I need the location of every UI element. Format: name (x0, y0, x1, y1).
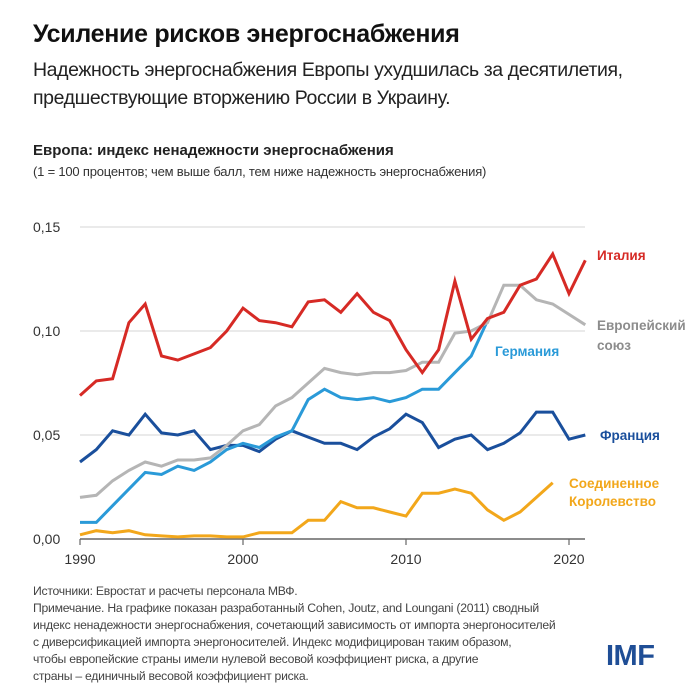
label-germany: Германия (495, 344, 559, 359)
series-line-germany (80, 319, 489, 524)
imf-logo: IMF (606, 640, 655, 672)
label-uk-line2: Королевство (569, 494, 656, 509)
page-title: Усиление рисков энергоснабжения (33, 20, 460, 48)
x-tick-label: 1990 (64, 551, 95, 567)
footnote-sources: Источники: Евростат и расчеты персонала … (33, 584, 298, 598)
x-axis: 1990 2000 2010 2020 (64, 538, 585, 567)
footnote-note-line: чтобы европейские страны имели нулевой в… (33, 652, 479, 666)
footnote-note-line: индекс ненадежности энергоснабжения, соч… (33, 618, 556, 632)
chart-title: Европа: индекс ненадежности энергоснабже… (33, 142, 394, 159)
label-italy: Италия (597, 248, 646, 263)
series-line-eu (79, 283, 587, 499)
gridlines (80, 226, 585, 436)
page-subtitle: Надежность энергоснабжения Европы ухудши… (33, 59, 623, 109)
y-axis-ticks: 0,00 0,05 0,10 0,15 (33, 219, 60, 547)
footnote: Источники: Евростат и расчеты персонала … (33, 583, 613, 685)
footnote-note-line: с диверсификацией импорта энергоносителе… (33, 635, 512, 649)
label-france: Франция (600, 428, 660, 443)
y-tick-label: 0,05 (33, 427, 60, 443)
x-tick-label: 2010 (390, 551, 421, 567)
label-eu-line1: Европейский (597, 318, 686, 333)
series-labels: Италия Европейский союз Германия Франция… (495, 248, 686, 509)
label-eu-line2: союз (597, 338, 631, 353)
y-tick-label: 0,15 (33, 219, 60, 235)
series-lines (78, 250, 587, 539)
x-tick-label: 2000 (227, 551, 258, 567)
series-line-france (79, 410, 586, 464)
x-tick-label: 2020 (553, 551, 584, 567)
footnote-note-line: Примечание. На графике показан разработа… (33, 601, 539, 615)
series-line-italy (78, 250, 587, 397)
label-uk-line1: Соединенное (569, 476, 660, 491)
y-tick-label: 0,10 (33, 323, 60, 339)
line-chart: 0,00 0,05 0,10 0,15 1990 2000 2010 2020 Италия… (33, 219, 686, 567)
series-line-uk (79, 481, 554, 539)
chart-subtitle: (1 = 100 процентов; чем выше балл, тем н… (33, 164, 487, 179)
footnote-note-line: страны – единичный весовой коэффициент р… (33, 669, 309, 683)
y-tick-label: 0,00 (33, 531, 60, 547)
